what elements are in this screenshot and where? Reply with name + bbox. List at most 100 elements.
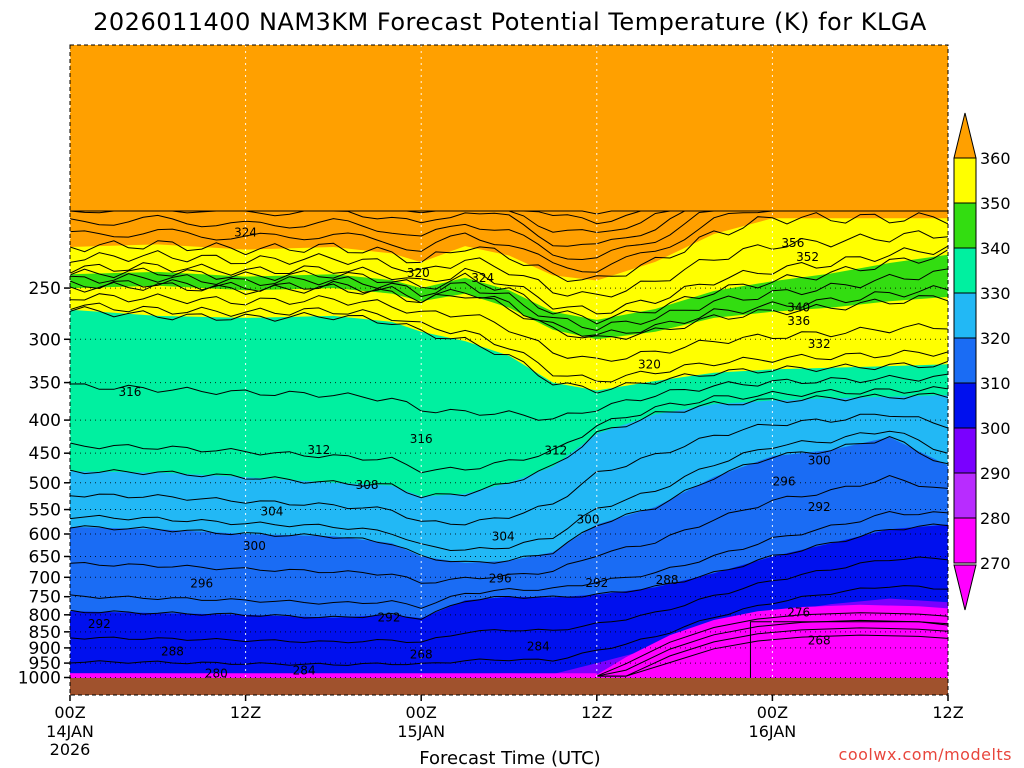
colorbar-arrow-bottom xyxy=(953,564,977,611)
colorbar-swatch xyxy=(953,157,977,204)
isoline xyxy=(70,245,948,315)
isoline xyxy=(70,279,948,337)
isoline xyxy=(70,430,948,552)
colorbar-tick-label: 360 xyxy=(980,149,1011,168)
isoline xyxy=(749,621,948,695)
contour-label: 340 xyxy=(787,301,810,315)
y-tick-label: 700 xyxy=(29,568,61,588)
isoline xyxy=(70,392,948,499)
colorbar-swatch xyxy=(953,202,977,249)
contour-label: 296 xyxy=(489,572,512,586)
colorbar-swatch xyxy=(953,472,977,519)
contour-label: 292 xyxy=(808,500,831,514)
colorbar-tick-label: 280 xyxy=(980,509,1011,528)
isoline xyxy=(70,302,948,383)
isoline xyxy=(596,612,948,677)
colorbar-tick-label: 350 xyxy=(980,194,1011,213)
colorbar-tick-label: 330 xyxy=(980,284,1011,303)
y-tick-label: 300 xyxy=(29,330,61,350)
colorbar-swatch xyxy=(953,517,977,564)
isoline xyxy=(70,230,948,298)
isoline xyxy=(70,210,948,215)
contour-lines xyxy=(70,210,948,695)
y-axis: 2503003504004505005506006507007508008509… xyxy=(18,279,70,689)
isoline xyxy=(70,249,948,325)
contour-label: 284 xyxy=(527,639,550,653)
y-tick-label: 850 xyxy=(29,623,61,643)
contour-label: 292 xyxy=(88,617,111,631)
isoline xyxy=(70,373,948,421)
colorbar-swatch xyxy=(953,292,977,339)
contour-label: 324 xyxy=(234,225,257,239)
isoline xyxy=(70,212,948,283)
x-tick-label: 2026 xyxy=(50,740,91,759)
contour-label: 296 xyxy=(190,577,213,591)
contour-label: 296 xyxy=(773,475,796,489)
contour-label: 300 xyxy=(243,539,266,553)
isoline xyxy=(70,510,948,609)
isoline xyxy=(70,585,948,666)
isoline xyxy=(70,281,948,340)
filled-bands xyxy=(70,45,948,695)
contour-label: 320 xyxy=(407,266,430,280)
contour-label: 324 xyxy=(471,271,494,285)
colorbar-tick-label: 290 xyxy=(980,464,1011,483)
chart-title: 2026011400 NAM3KM Forecast Potential Tem… xyxy=(93,8,927,36)
colorbar-swatch xyxy=(953,427,977,474)
y-tick-label: 800 xyxy=(29,606,61,626)
x-tick-label: 00Z xyxy=(406,703,437,722)
colorbar-tick-label: 320 xyxy=(980,329,1011,348)
x-tick-label: 12Z xyxy=(581,703,612,722)
isoline xyxy=(70,413,948,526)
colorbar-tick-label: 310 xyxy=(980,374,1011,393)
y-tick-label: 900 xyxy=(29,639,61,659)
y-tick-label: 650 xyxy=(29,547,61,567)
contour-label: 292 xyxy=(378,611,401,625)
isoline xyxy=(70,474,948,584)
isoline xyxy=(70,556,948,644)
isoline xyxy=(596,627,948,677)
colorbar-swatch xyxy=(953,247,977,294)
colorbar: 360 350 340 330 320 310 300 290 280 270 xyxy=(953,112,1011,611)
contour-label: 268 xyxy=(410,647,433,661)
y-tick-label: 950 xyxy=(29,654,61,674)
x-tick-label: 14JAN xyxy=(46,722,94,741)
contour-label: 280 xyxy=(205,666,228,680)
y-tick-label: 600 xyxy=(29,525,61,545)
contour-label: 300 xyxy=(577,513,600,527)
ground-surface xyxy=(70,678,948,695)
contour-label: 332 xyxy=(808,337,831,351)
y-tick-label: 1000 xyxy=(18,669,61,689)
contour-label: 336 xyxy=(787,314,810,328)
colorbar-arrow-top xyxy=(953,112,977,159)
y-tick-label: 250 xyxy=(29,279,61,299)
y-tick-label: 550 xyxy=(29,501,61,521)
contour-label: 304 xyxy=(260,505,283,519)
colorbar-tick-label: 300 xyxy=(980,419,1011,438)
isoline xyxy=(70,306,948,394)
y-tick-label: 750 xyxy=(29,588,61,608)
contour-label: 356 xyxy=(781,236,804,250)
contour-label: 308 xyxy=(356,478,379,492)
x-tick-label: 15JAN xyxy=(397,722,445,741)
contour-label: 300 xyxy=(808,454,831,468)
plot-frame xyxy=(69,44,949,696)
contour-label: 268 xyxy=(808,633,831,647)
x-axis-label: Forecast Time (UTC) xyxy=(419,748,600,768)
y-tick-label: 450 xyxy=(29,444,61,464)
x-tick-label: 12Z xyxy=(932,703,963,722)
contour-label: 316 xyxy=(410,432,433,446)
isoline xyxy=(70,435,948,564)
contour-label: 276 xyxy=(787,605,810,619)
isoline xyxy=(70,386,948,474)
contour-label: 352 xyxy=(796,250,819,264)
source-credit: coolwx.com/modelts xyxy=(839,745,1012,764)
grid-lines xyxy=(70,45,948,695)
contour-label: 292 xyxy=(585,576,608,590)
contour-label: 288 xyxy=(161,644,184,658)
contour-label: 284 xyxy=(293,664,316,678)
isoline xyxy=(70,523,948,620)
